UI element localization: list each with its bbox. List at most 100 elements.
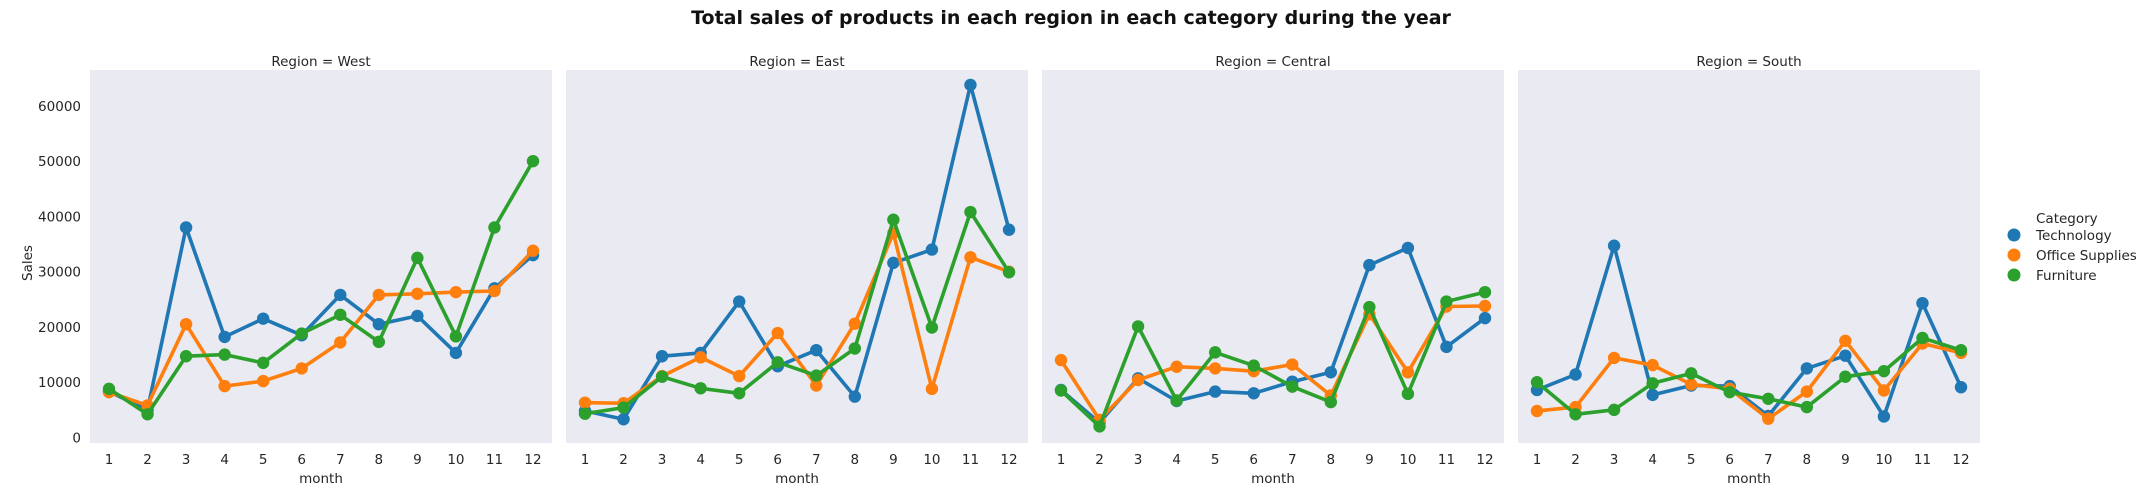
data-point bbox=[1839, 349, 1852, 362]
data-point bbox=[1363, 258, 1376, 272]
series-line bbox=[107, 248, 535, 408]
data-point bbox=[334, 336, 347, 349]
data-point bbox=[1286, 380, 1299, 393]
x-tick-label: 4 bbox=[1648, 452, 1657, 468]
data-point bbox=[925, 243, 939, 256]
series-line bbox=[107, 159, 535, 417]
series-group bbox=[1054, 285, 1492, 433]
x-tick-label: 7 bbox=[1288, 452, 1297, 468]
data-point bbox=[1478, 285, 1492, 299]
y-tick-label: 40000 bbox=[38, 209, 81, 225]
data-point bbox=[1208, 346, 1222, 359]
data-point bbox=[488, 284, 501, 298]
data-point bbox=[1916, 296, 1929, 310]
y-tick-label: 10000 bbox=[38, 375, 81, 391]
legend-label: Office Supplies bbox=[2036, 248, 2137, 264]
data-point bbox=[1646, 388, 1659, 402]
data-point bbox=[256, 374, 270, 388]
data-point bbox=[1208, 385, 1222, 398]
data-point bbox=[810, 369, 823, 382]
data-point bbox=[411, 251, 424, 265]
x-tick-label: 5 bbox=[1211, 452, 1220, 468]
x-axis-label: month bbox=[299, 471, 343, 487]
x-tick-label: 7 bbox=[1764, 452, 1773, 468]
series-line bbox=[1535, 336, 1963, 417]
data-point bbox=[1607, 239, 1621, 252]
legend-marker bbox=[2007, 268, 2021, 282]
data-point bbox=[1762, 412, 1775, 425]
x-tick-label: 12 bbox=[1000, 452, 1017, 468]
legend-marker bbox=[2007, 228, 2021, 242]
data-point bbox=[655, 370, 669, 383]
data-point bbox=[1401, 366, 1415, 379]
x-tick-label: 4 bbox=[220, 452, 229, 468]
facet-title: Region = South bbox=[1696, 54, 1801, 70]
x-tick-label: 2 bbox=[143, 452, 152, 468]
data-point bbox=[1054, 384, 1068, 397]
x-tick-label: 6 bbox=[297, 452, 306, 468]
data-point bbox=[1324, 395, 1338, 409]
legend-title: Category bbox=[2036, 211, 2098, 227]
x-tick-label: 2 bbox=[1571, 452, 1580, 468]
data-point bbox=[1054, 353, 1068, 367]
x-tick-label: 9 bbox=[889, 452, 898, 468]
data-point bbox=[1208, 362, 1222, 375]
x-tick-label: 3 bbox=[1134, 452, 1143, 468]
data-point bbox=[732, 295, 746, 308]
data-point bbox=[771, 356, 784, 369]
data-point bbox=[732, 369, 746, 383]
data-point bbox=[179, 350, 193, 363]
x-tick-label: 2 bbox=[1095, 452, 1104, 468]
x-tick-label: 1 bbox=[1533, 452, 1542, 468]
x-tick-label: 10 bbox=[923, 452, 940, 468]
data-point bbox=[295, 362, 308, 375]
x-tick-label: 4 bbox=[696, 452, 705, 468]
data-point bbox=[1324, 366, 1338, 379]
legend-label: Furniture bbox=[2036, 268, 2097, 284]
data-point bbox=[655, 350, 669, 363]
chart-title: Total sales of products in each region i… bbox=[691, 7, 1451, 29]
data-point bbox=[449, 346, 463, 360]
data-point bbox=[1723, 385, 1736, 399]
data-point bbox=[848, 342, 862, 355]
series-line bbox=[107, 225, 535, 412]
data-point bbox=[925, 321, 939, 334]
facet-title: Region = Central bbox=[1215, 54, 1330, 70]
plot-area bbox=[1518, 70, 1980, 443]
x-tick-label: 11 bbox=[486, 452, 503, 468]
data-point bbox=[449, 285, 463, 299]
data-point bbox=[1286, 358, 1299, 371]
y-axis-label: Sales bbox=[20, 245, 36, 281]
series-group bbox=[1530, 239, 1968, 423]
data-point bbox=[372, 335, 386, 349]
x-tick-label: 10 bbox=[1399, 452, 1416, 468]
data-point bbox=[179, 221, 193, 234]
data-point bbox=[1684, 378, 1698, 391]
data-point bbox=[1093, 420, 1106, 433]
x-tick-label: 9 bbox=[413, 452, 422, 468]
series-group bbox=[578, 205, 1016, 420]
x-tick-label: 5 bbox=[735, 452, 744, 468]
x-tick-label: 6 bbox=[773, 452, 782, 468]
x-tick-label: 8 bbox=[1803, 452, 1812, 468]
x-tick-label: 9 bbox=[1365, 452, 1374, 468]
data-point bbox=[179, 317, 193, 331]
y-tick-label: 0 bbox=[72, 430, 81, 446]
data-point bbox=[810, 379, 823, 392]
x-tick-label: 10 bbox=[1875, 452, 1892, 468]
x-tick-label: 3 bbox=[182, 452, 191, 468]
plot-area bbox=[90, 70, 552, 443]
x-tick-label: 11 bbox=[1438, 452, 1455, 468]
legend-label: Technology bbox=[2035, 228, 2112, 244]
data-point bbox=[102, 382, 116, 396]
x-tick-label: 12 bbox=[524, 452, 541, 468]
data-point bbox=[1002, 266, 1016, 279]
data-point bbox=[1170, 360, 1183, 373]
data-point bbox=[1401, 241, 1415, 255]
data-point bbox=[887, 256, 900, 270]
series-group bbox=[102, 154, 540, 421]
